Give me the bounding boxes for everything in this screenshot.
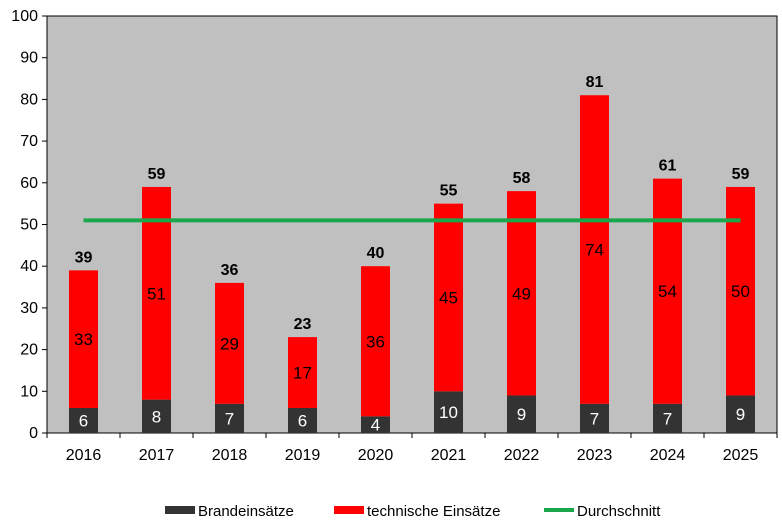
bar-segment-technisch [653,178,682,404]
bar-segment-brand [726,395,755,433]
bar-segment-technisch [215,282,244,404]
bar-label-technisch: 29 [220,334,239,353]
bar-label-technisch: 45 [439,288,458,307]
bar-total-label: 61 [659,158,677,175]
bar-total-label: 59 [732,166,750,183]
bar-total-label: 55 [440,183,458,200]
y-tick-label: 50 [20,217,38,234]
y-tick-label: 70 [20,133,38,150]
bar-segment-technisch [142,186,171,400]
y-tick-label: 80 [20,91,38,108]
legend-label-technisch: technische Einsätze [367,503,500,520]
bar-total-label: 58 [513,170,531,187]
y-tick-label: 40 [20,258,38,275]
bar-segment-technisch [361,266,390,417]
x-tick-label: 2025 [723,447,759,464]
bar-total-label: 59 [148,166,166,183]
bar-label-technisch: 54 [658,282,677,301]
bar-label-brand: 4 [371,416,380,435]
bar-label-brand: 6 [298,411,307,430]
y-tick-label: 10 [20,383,38,400]
bar-segment-technisch [288,337,317,408]
bar-segment-brand [580,403,609,433]
bar-segment-brand [434,391,463,433]
bar-label-brand: 6 [79,411,88,430]
x-axis: 2016 2017 2018 2019 2020 2021 2022 2023 2024 2025 [46,433,778,464]
x-tick-label: 2019 [285,447,321,464]
bar-label-technisch: 49 [512,284,531,303]
legend-swatch-technisch [334,506,364,514]
bar-label-technisch: 74 [585,241,604,260]
bar-segment-brand [215,403,244,433]
bar-total-label: 40 [367,245,385,262]
legend-label-durchschnitt: Durchschnitt [577,503,661,520]
bar-segment-technisch [434,203,463,392]
y-tick-label: 100 [11,8,38,25]
y-tick-label: 20 [20,342,38,359]
bar-segment-technisch [580,95,609,404]
legend-swatch-brand [165,506,195,514]
bar-label-brand: 9 [736,405,745,424]
x-tick-label: 2022 [504,447,540,464]
y-tick-label: 90 [20,50,38,67]
bar-label-technisch: 50 [731,282,750,301]
bar-label-brand: 7 [225,409,234,428]
bar-segment-brand [507,395,536,433]
x-tick-label: 2023 [577,447,613,464]
bar-label-technisch: 17 [293,364,312,383]
bar-label-technisch: 51 [147,284,166,303]
x-tick-label: 2018 [212,447,248,464]
bar-total-label: 36 [221,262,239,279]
bar-segment-brand [361,416,390,433]
bar-label-brand: 8 [152,407,161,426]
y-tick-label: 30 [20,300,38,317]
x-tick-label: 2020 [358,447,394,464]
bar-label-brand: 10 [439,403,458,422]
bars: 6333985159729366172343640104555949587748… [69,74,755,435]
x-tick-label: 2017 [139,447,175,464]
bar-total-label: 39 [75,249,93,266]
legend: Brandeinsätze technische Einsätze Durchs… [165,503,661,520]
y-tick-label: 60 [20,175,38,192]
bar-label-brand: 9 [517,405,526,424]
bar-segment-brand [142,399,171,433]
bar-segment-brand [288,407,317,433]
bar-segment-brand [653,403,682,433]
bar-label-technisch: 36 [366,332,385,351]
bar-segment-technisch [507,191,536,396]
bar-label-brand: 7 [590,409,599,428]
y-tick-label: 0 [29,425,38,442]
legend-label-brand: Brandeinsätze [198,503,294,520]
bar-segment-technisch [69,270,98,408]
bar-segment-brand [69,407,98,433]
y-axis: 0 10 20 30 40 50 60 70 80 90 100 [11,8,47,442]
bar-label-brand: 7 [663,409,672,428]
x-tick-label: 2016 [66,447,102,464]
bar-total-label: 23 [294,316,312,333]
x-tick-label: 2024 [650,447,686,464]
bar-label-technisch: 33 [74,330,93,349]
x-tick-label: 2021 [431,447,467,464]
bar-total-label: 81 [586,74,604,91]
